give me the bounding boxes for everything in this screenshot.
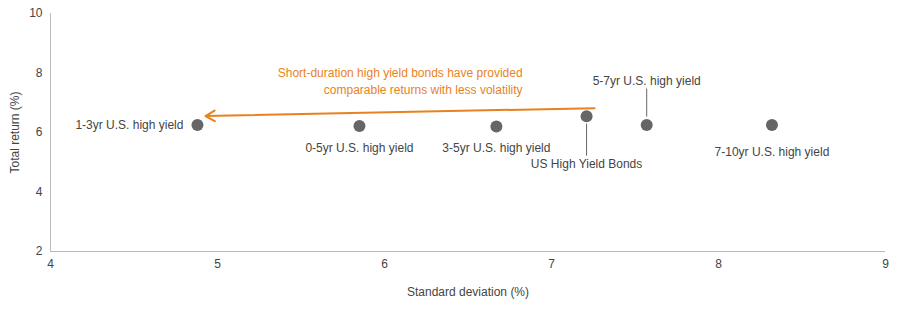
svg-text:9: 9	[882, 257, 889, 271]
svg-text:Short-duration high yield bond: Short-duration high yield bonds have pro…	[278, 66, 523, 97]
svg-text:5-7yr U.S. high yield: 5-7yr U.S. high yield	[593, 74, 701, 88]
svg-text:Standard deviation (%): Standard deviation (%)	[407, 285, 529, 299]
svg-text:8: 8	[715, 257, 722, 271]
svg-text:2: 2	[36, 244, 43, 258]
svg-text:6: 6	[381, 257, 388, 271]
svg-text:4: 4	[47, 257, 54, 271]
svg-text:7-10yr U.S. high yield: 7-10yr U.S. high yield	[715, 145, 830, 159]
svg-text:1-3yr U.S. high yield: 1-3yr U.S. high yield	[75, 118, 183, 132]
svg-text:Total return (%): Total return (%)	[8, 91, 22, 173]
svg-text:6: 6	[36, 125, 43, 139]
svg-text:7: 7	[548, 257, 555, 271]
svg-text:4: 4	[36, 185, 43, 199]
svg-text:8: 8	[36, 66, 43, 80]
svg-text:5: 5	[214, 257, 221, 271]
svg-text:US High Yield Bonds: US High Yield Bonds	[531, 157, 642, 171]
svg-text:10: 10	[29, 6, 43, 20]
svg-text:0-5yr U.S. high yield: 0-5yr U.S. high yield	[305, 141, 413, 155]
svg-text:3-5yr U.S. high yield: 3-5yr U.S. high yield	[442, 141, 550, 155]
